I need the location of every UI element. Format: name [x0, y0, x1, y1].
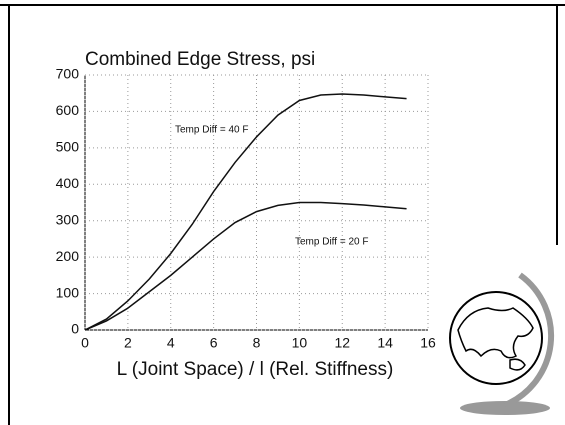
x-tick-label: 16 — [420, 335, 436, 351]
x-tick-label: 12 — [334, 335, 350, 351]
globe-icon — [449, 272, 555, 415]
x-tick-label: 14 — [377, 335, 393, 351]
series-line — [84, 93, 407, 331]
y-tick-label: 100 — [56, 284, 80, 300]
y-tick-label: 300 — [56, 211, 80, 227]
x-tick-label: 8 — [253, 335, 261, 351]
series-annotation: Temp Diff = 40 F — [175, 125, 248, 136]
x-tick-label: 10 — [292, 335, 308, 351]
y-tick-label: 400 — [56, 175, 80, 191]
chart-title: Combined Edge Stress, psi — [85, 49, 315, 70]
x-axis-label: L (Joint Space) / l (Rel. Stiffness) — [117, 359, 394, 380]
y-tick-label: 500 — [56, 139, 80, 155]
x-tick-label: 2 — [124, 335, 132, 351]
series-annotation: Temp Diff = 20 F — [295, 237, 368, 248]
series-line — [84, 201, 407, 331]
y-tick-label: 0 — [71, 321, 79, 337]
x-tick-label: 0 — [81, 335, 89, 351]
y-tick-label: 700 — [56, 66, 80, 82]
x-tick-label: 6 — [210, 335, 218, 351]
y-tick-label: 600 — [56, 102, 80, 118]
y-tick-label: 200 — [56, 248, 80, 264]
x-tick-label: 4 — [167, 335, 175, 351]
